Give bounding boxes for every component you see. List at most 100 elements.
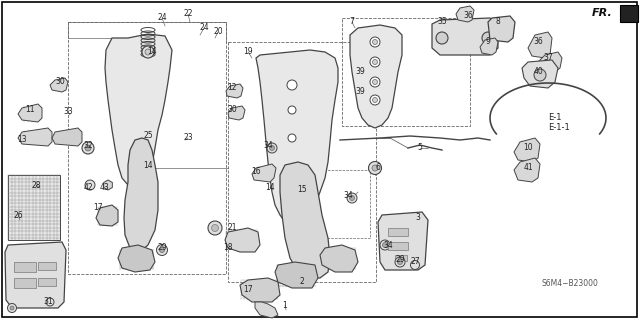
Circle shape — [436, 32, 448, 44]
Text: 7: 7 — [349, 18, 355, 26]
Polygon shape — [320, 245, 358, 272]
Polygon shape — [280, 162, 330, 278]
Text: 34: 34 — [383, 241, 393, 249]
Circle shape — [211, 225, 218, 232]
Text: S6M4−B23000: S6M4−B23000 — [542, 278, 599, 287]
Circle shape — [8, 303, 17, 313]
Text: 39: 39 — [355, 68, 365, 77]
Polygon shape — [118, 245, 155, 272]
Polygon shape — [5, 242, 66, 308]
Circle shape — [383, 242, 387, 248]
Text: 22: 22 — [183, 10, 193, 19]
Circle shape — [380, 240, 390, 250]
Text: 21: 21 — [227, 224, 237, 233]
Text: E-1: E-1 — [548, 114, 561, 122]
Text: 29: 29 — [395, 256, 405, 264]
Polygon shape — [256, 50, 338, 225]
Circle shape — [372, 40, 378, 44]
Circle shape — [370, 95, 380, 105]
Polygon shape — [228, 106, 245, 120]
Polygon shape — [105, 34, 172, 188]
Circle shape — [85, 145, 91, 151]
Circle shape — [145, 49, 151, 55]
Text: 14: 14 — [143, 160, 153, 169]
Text: 15: 15 — [297, 186, 307, 195]
Text: 41: 41 — [523, 164, 533, 173]
Text: FR.: FR. — [592, 8, 612, 18]
Circle shape — [159, 248, 164, 253]
Polygon shape — [52, 128, 82, 146]
Text: 32: 32 — [83, 140, 93, 150]
Circle shape — [370, 37, 380, 47]
Text: 17: 17 — [243, 286, 253, 294]
Polygon shape — [350, 25, 402, 128]
Polygon shape — [620, 5, 638, 22]
Text: 25: 25 — [143, 130, 153, 139]
Circle shape — [482, 32, 494, 44]
Circle shape — [347, 193, 357, 203]
Bar — [14, 278, 36, 288]
Text: 43: 43 — [99, 183, 109, 192]
Polygon shape — [18, 104, 42, 122]
Bar — [38, 278, 56, 286]
Text: 12: 12 — [227, 84, 237, 93]
Bar — [14, 262, 36, 272]
Text: 40: 40 — [533, 68, 543, 77]
Text: 18: 18 — [223, 243, 233, 253]
Text: 24: 24 — [157, 13, 167, 23]
Text: 6: 6 — [376, 164, 380, 173]
Circle shape — [157, 244, 168, 256]
Polygon shape — [18, 128, 52, 146]
Circle shape — [369, 161, 381, 174]
Text: 31: 31 — [43, 298, 53, 307]
Text: 34: 34 — [263, 140, 273, 150]
Polygon shape — [378, 212, 428, 270]
Text: 3: 3 — [415, 213, 420, 222]
Circle shape — [269, 145, 275, 151]
Polygon shape — [488, 16, 515, 42]
Text: 42: 42 — [83, 183, 93, 192]
Text: 17: 17 — [93, 204, 103, 212]
Polygon shape — [240, 278, 280, 302]
Bar — [228, 42, 376, 282]
Circle shape — [410, 261, 419, 270]
Circle shape — [46, 298, 54, 306]
Polygon shape — [528, 32, 552, 58]
Circle shape — [288, 106, 296, 114]
Circle shape — [142, 46, 154, 58]
Polygon shape — [124, 138, 158, 252]
Bar — [388, 228, 408, 236]
Polygon shape — [432, 18, 498, 55]
Text: 37: 37 — [543, 54, 553, 63]
Circle shape — [349, 196, 355, 201]
Text: 2: 2 — [300, 278, 305, 286]
Polygon shape — [255, 302, 278, 318]
Bar — [342, 18, 470, 126]
Bar — [388, 242, 408, 250]
Text: 5: 5 — [417, 144, 422, 152]
Text: E-1-1: E-1-1 — [548, 123, 570, 132]
Circle shape — [267, 143, 277, 153]
Text: 20: 20 — [213, 27, 223, 36]
Circle shape — [287, 80, 297, 90]
Circle shape — [82, 142, 94, 154]
Circle shape — [372, 165, 378, 171]
Polygon shape — [480, 38, 498, 55]
Text: 8: 8 — [495, 18, 500, 26]
Text: 34: 34 — [343, 190, 353, 199]
Text: 14: 14 — [147, 48, 157, 56]
Text: 13: 13 — [17, 136, 27, 145]
Circle shape — [288, 134, 296, 142]
Polygon shape — [456, 6, 474, 22]
Bar — [68, 22, 226, 274]
Text: 36: 36 — [533, 38, 543, 47]
Circle shape — [208, 221, 222, 235]
Circle shape — [10, 306, 14, 310]
Text: 9: 9 — [486, 38, 490, 47]
Circle shape — [397, 259, 403, 264]
Bar — [395, 255, 407, 261]
Bar — [38, 262, 56, 270]
Polygon shape — [252, 164, 276, 182]
Circle shape — [370, 77, 380, 87]
Text: 1: 1 — [283, 300, 287, 309]
